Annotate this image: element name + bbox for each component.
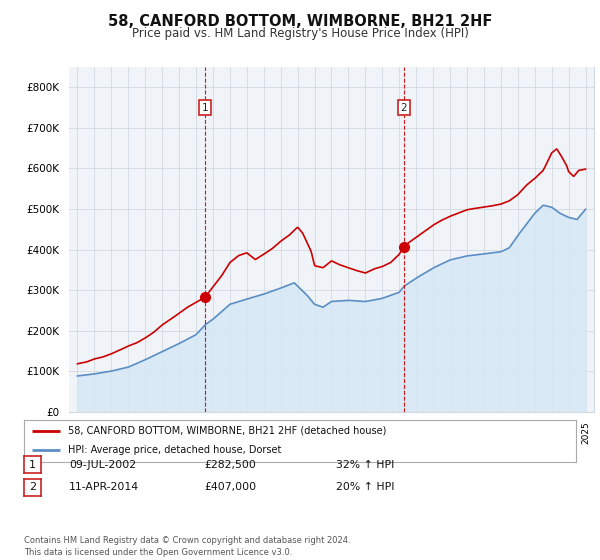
Text: 11-APR-2014: 11-APR-2014 bbox=[69, 482, 139, 492]
Text: 58, CANFORD BOTTOM, WIMBORNE, BH21 2HF (detached house): 58, CANFORD BOTTOM, WIMBORNE, BH21 2HF (… bbox=[68, 426, 386, 436]
Text: HPI: Average price, detached house, Dorset: HPI: Average price, detached house, Dors… bbox=[68, 445, 281, 455]
Text: Contains HM Land Registry data © Crown copyright and database right 2024.
This d: Contains HM Land Registry data © Crown c… bbox=[24, 536, 350, 557]
Text: 1: 1 bbox=[202, 102, 208, 113]
Text: 09-JUL-2002: 09-JUL-2002 bbox=[69, 460, 136, 470]
Text: 2: 2 bbox=[29, 482, 36, 492]
Text: £282,500: £282,500 bbox=[204, 460, 256, 470]
Text: 58, CANFORD BOTTOM, WIMBORNE, BH21 2HF: 58, CANFORD BOTTOM, WIMBORNE, BH21 2HF bbox=[108, 14, 492, 29]
Text: Price paid vs. HM Land Registry's House Price Index (HPI): Price paid vs. HM Land Registry's House … bbox=[131, 27, 469, 40]
Text: 2: 2 bbox=[401, 102, 407, 113]
Text: 1: 1 bbox=[29, 460, 36, 470]
Text: 32% ↑ HPI: 32% ↑ HPI bbox=[336, 460, 394, 470]
Text: £407,000: £407,000 bbox=[204, 482, 256, 492]
Text: 20% ↑ HPI: 20% ↑ HPI bbox=[336, 482, 395, 492]
